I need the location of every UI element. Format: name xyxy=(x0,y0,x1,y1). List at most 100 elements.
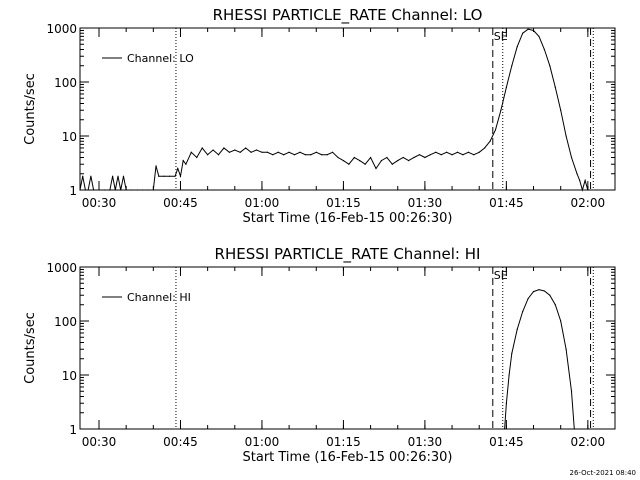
data-point xyxy=(182,160,184,162)
data-point xyxy=(503,428,506,430)
data-point xyxy=(570,156,573,159)
data-point xyxy=(326,154,328,156)
data-point xyxy=(516,328,518,330)
x-axis-label: Start Time (16-Feb-15 00:26:30) xyxy=(243,450,453,465)
data-point xyxy=(90,175,92,177)
data-point xyxy=(413,156,415,159)
data-point xyxy=(451,154,453,156)
x-tick-label: 00:30 xyxy=(82,435,117,449)
data-point xyxy=(380,160,383,162)
data-point xyxy=(207,154,209,156)
event-marker-label: SE xyxy=(494,30,508,43)
data-point xyxy=(304,154,307,156)
data-point xyxy=(508,374,510,376)
x-tick-label: 01:15 xyxy=(326,196,361,210)
data-point xyxy=(217,154,220,156)
legend-label: Channel: LO xyxy=(127,52,194,65)
data-point xyxy=(266,151,268,153)
data-point xyxy=(576,173,578,175)
data-point xyxy=(543,290,545,292)
data-point xyxy=(527,28,529,30)
data-point xyxy=(560,109,562,111)
chart-title: RHESSI PARTICLE_RATE Channel: LO xyxy=(213,6,483,25)
y-tick-label: 1 xyxy=(69,184,77,198)
data-point xyxy=(573,428,575,430)
data-point xyxy=(179,175,182,177)
data-point xyxy=(255,149,258,151)
chart-title: RHESSI PARTICLE_RATE Channel: HI xyxy=(215,245,481,264)
x-tick-label: 01:30 xyxy=(408,196,443,210)
data-point xyxy=(579,179,581,182)
data-point xyxy=(369,156,372,159)
data-point xyxy=(111,175,114,177)
data-point xyxy=(261,151,263,153)
data-point xyxy=(283,154,285,156)
data-point xyxy=(277,151,279,153)
data-point xyxy=(424,156,426,159)
data-point xyxy=(196,156,198,159)
data-point xyxy=(310,154,312,156)
x-tick-label: 00:45 xyxy=(163,435,198,449)
data-point xyxy=(565,348,567,350)
data-point xyxy=(245,147,247,149)
data-point xyxy=(584,179,586,182)
plot-frame xyxy=(79,266,616,430)
data-point xyxy=(386,156,388,159)
data-point xyxy=(446,151,448,153)
x-tick-label: 01:45 xyxy=(489,435,524,449)
data-point xyxy=(158,175,160,177)
y-tick-label: 1000 xyxy=(46,261,77,275)
data-point xyxy=(505,402,507,404)
data-point xyxy=(299,151,301,153)
x-tick-label: 02:00 xyxy=(571,435,606,449)
data-point xyxy=(353,156,355,159)
y-tick-label: 1 xyxy=(69,423,77,437)
panel-channel-lo: RHESSI PARTICLE_RATE Channel: LO 00:30 00:… xyxy=(23,6,616,226)
data-point xyxy=(98,189,100,191)
data-point xyxy=(120,189,122,191)
x-tick-label: 01:45 xyxy=(489,196,524,210)
data-point xyxy=(554,304,556,306)
data-point xyxy=(125,189,127,191)
data-point xyxy=(117,175,119,177)
series-line xyxy=(504,289,575,430)
data-point xyxy=(348,163,350,165)
data-point xyxy=(587,189,589,191)
data-point xyxy=(581,189,584,191)
data-point xyxy=(141,189,144,191)
data-point xyxy=(114,189,116,191)
data-point xyxy=(456,151,459,153)
data-point xyxy=(516,46,518,48)
data-point xyxy=(511,352,513,355)
data-point xyxy=(435,151,437,153)
data-point xyxy=(364,163,366,165)
panel-channel-hi: RHESSI PARTICLE_RATE Channel: HI 00:30 00:… xyxy=(23,245,616,465)
data-point xyxy=(136,189,138,191)
y-tick-label: 100 xyxy=(54,76,77,90)
data-point xyxy=(315,151,317,153)
data-point xyxy=(522,310,524,313)
data-point xyxy=(500,109,502,111)
data-point xyxy=(342,160,345,162)
data-point xyxy=(554,86,556,88)
data-point xyxy=(570,390,573,392)
data-point xyxy=(391,163,393,165)
data-point xyxy=(177,167,179,170)
legend-label: Channel: HI xyxy=(127,291,191,304)
data-point xyxy=(331,151,334,153)
data-point xyxy=(408,160,410,162)
data-point xyxy=(467,151,469,153)
data-point xyxy=(212,149,214,151)
x-tick-label: 02:00 xyxy=(571,196,606,210)
data-point xyxy=(494,129,497,131)
data-point xyxy=(223,147,225,149)
data-point xyxy=(321,154,323,156)
data-point xyxy=(169,175,171,177)
data-point xyxy=(473,154,475,156)
data-point xyxy=(359,160,361,162)
x-tick-label: 01:00 xyxy=(245,196,280,210)
data-point xyxy=(82,175,84,177)
data-point xyxy=(538,289,540,291)
data-point xyxy=(489,140,491,142)
